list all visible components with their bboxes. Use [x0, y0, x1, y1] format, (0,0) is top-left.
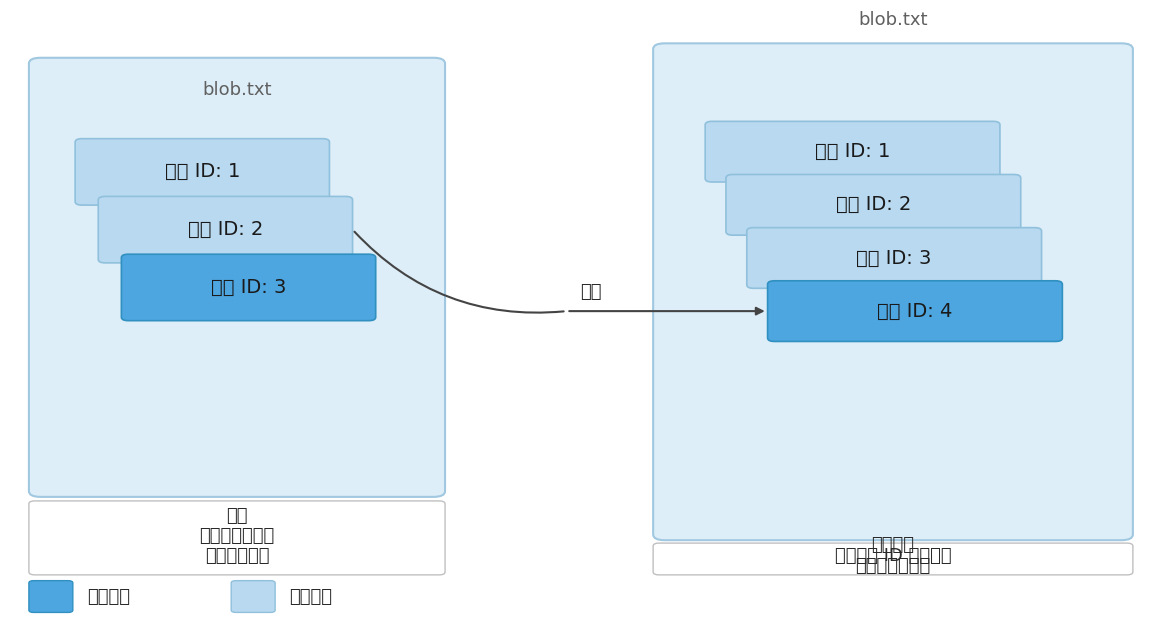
Text: blob.txt: blob.txt: [858, 11, 928, 29]
Text: 版本 ID: 2: 版本 ID: 2: [836, 195, 911, 214]
FancyBboxPatch shape: [98, 197, 353, 263]
Text: 版本 ID: 4: 版本 ID: 4: [877, 301, 953, 321]
Text: 提升: 提升: [580, 283, 602, 301]
Text: 提升以前的版本: 提升以前的版本: [855, 557, 931, 575]
FancyBboxPatch shape: [121, 254, 376, 321]
FancyBboxPatch shape: [768, 281, 1062, 342]
Text: 版本 ID: 3: 版本 ID: 3: [857, 249, 932, 268]
Text: 当前版本: 当前版本: [87, 588, 129, 605]
Text: 每个写入操作: 每个写入操作: [205, 547, 269, 565]
FancyBboxPatch shape: [705, 121, 1000, 182]
Text: 会使用新 ID 创建新的: 会使用新 ID 创建新的: [835, 546, 951, 565]
FancyBboxPatch shape: [29, 58, 445, 497]
Text: blob.txt: blob.txt: [202, 81, 272, 99]
Text: 版本 ID: 1: 版本 ID: 1: [164, 163, 240, 181]
Text: 当前版本: 当前版本: [872, 536, 914, 554]
FancyBboxPatch shape: [231, 581, 275, 612]
Text: 会创建新的当前: 会创建新的当前: [199, 527, 275, 545]
FancyBboxPatch shape: [726, 175, 1021, 235]
FancyBboxPatch shape: [653, 543, 1133, 575]
Text: 版本 ID: 1: 版本 ID: 1: [815, 142, 890, 161]
FancyBboxPatch shape: [747, 227, 1042, 288]
Text: 版本 ID: 3: 版本 ID: 3: [210, 278, 287, 297]
FancyBboxPatch shape: [29, 501, 445, 575]
FancyBboxPatch shape: [75, 139, 329, 205]
Text: 以前版本: 以前版本: [289, 588, 332, 605]
FancyBboxPatch shape: [653, 43, 1133, 540]
Text: 版本 ID: 2: 版本 ID: 2: [187, 220, 264, 239]
FancyBboxPatch shape: [29, 581, 73, 612]
Text: 版本: 版本: [227, 507, 247, 524]
